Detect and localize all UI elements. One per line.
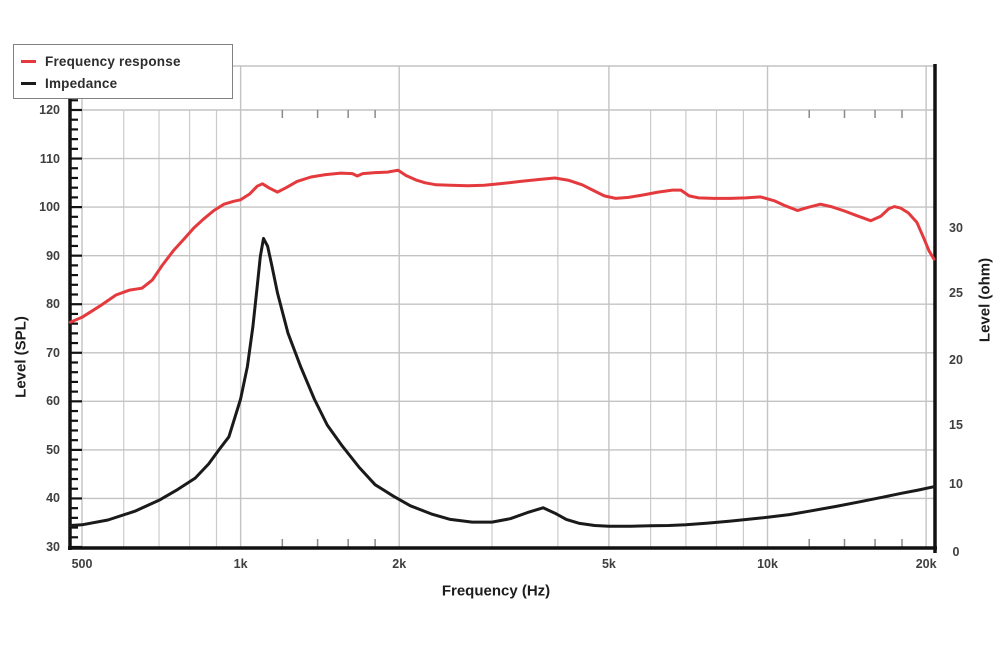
y-left-tick-label: 80: [46, 297, 60, 312]
x-tick-label: 20k: [915, 557, 937, 571]
frequency-response-line-swatch: [21, 59, 36, 63]
y-right-tick-label: 20: [949, 353, 963, 367]
legend-item-impedance: Impedance: [20, 72, 232, 94]
y-left-tick-label: 60: [46, 394, 60, 409]
impedance-line-swatch: [21, 81, 36, 85]
x-tick-label: 500: [71, 557, 93, 571]
y-left-tick-label: 40: [46, 491, 60, 506]
x-tick-label: 1k: [233, 557, 248, 571]
legend-label: Impedance: [45, 75, 118, 91]
y-left-tick-label: 110: [39, 151, 60, 166]
y-left-tick-label: 70: [46, 345, 60, 360]
y-right-tick-label: 15: [949, 418, 963, 432]
y-left-axis-title: Level (SPL): [12, 316, 30, 398]
x-tick-label: 2k: [392, 557, 407, 571]
x-axis-title: Frequency (Hz): [441, 582, 551, 600]
y-right-tick-label: 10: [949, 477, 963, 491]
legend: Frequency response Impedance: [13, 44, 233, 99]
y-left-tick-label: 100: [39, 200, 60, 215]
y-left-tick-label: 90: [46, 248, 60, 263]
y-left-tick-label: 30: [46, 540, 60, 554]
y-left-tick-label: 50: [46, 442, 60, 457]
impedance-curve: [68, 236, 936, 528]
y-left-tick-label: 120: [39, 102, 60, 117]
y-right-axis-title: Level (ohm): [976, 257, 994, 343]
frequency-response-curve: [68, 168, 936, 324]
y-right-tick-label: 25: [949, 286, 963, 300]
legend-item-frequency-response: Frequency response: [20, 50, 232, 72]
x-tick-label: 5k: [601, 557, 616, 571]
legend-label: Frequency response: [45, 53, 181, 69]
y-right-tick-label: 30: [949, 221, 963, 235]
y-right-tick-label: 0: [952, 545, 960, 559]
x-tick-label: 10k: [757, 557, 778, 571]
